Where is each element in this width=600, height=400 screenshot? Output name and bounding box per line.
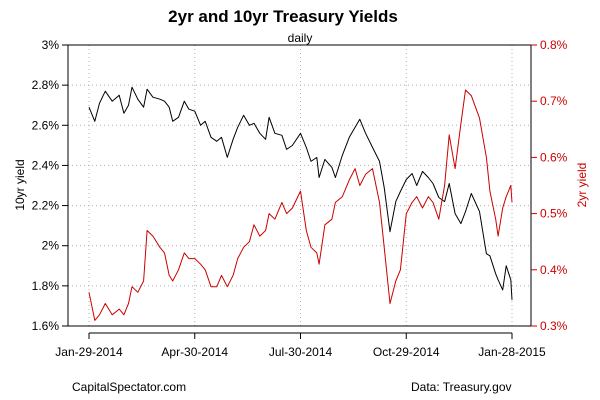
left-tick-label: 2.2% — [32, 199, 60, 213]
x-tick-label: Jan-28-2015 — [478, 345, 546, 359]
right-tick-label: 0.4% — [540, 263, 568, 277]
x-tick-label: Jul-30-2014 — [269, 345, 333, 359]
right-tick-label: 0.8% — [540, 38, 568, 52]
plot-frame — [67, 44, 532, 327]
series-lines — [88, 86, 513, 321]
right-tick-label: 0.5% — [540, 207, 568, 221]
grid — [68, 44, 531, 327]
right-tick-label: 0.6% — [540, 150, 568, 164]
series-10yr-line — [88, 86, 513, 300]
x-tick-label: Oct-29-2014 — [373, 345, 440, 359]
source-credit: CapitalSpectator.com — [72, 380, 187, 394]
left-tick-label: 3% — [42, 38, 60, 52]
right-tick-label: 0.7% — [540, 94, 568, 108]
axes: Jan-29-2014 Apr-30-2014 Jul-30-2014 Oct-29-… — [32, 38, 568, 359]
left-tick-label: 2.4% — [32, 158, 60, 172]
left-tick-label: 1.8% — [32, 279, 60, 293]
right-axis-label: 2yr yield — [575, 163, 589, 208]
x-tick-label: Apr-30-2014 — [161, 345, 228, 359]
data-source: Data: Treasury.gov — [411, 380, 512, 394]
left-tick-label: 2.6% — [32, 118, 60, 132]
series-2yr-line — [88, 89, 513, 321]
right-tick-label: 0.3% — [540, 319, 568, 333]
chart-subtitle: daily — [288, 31, 313, 45]
x-tick-label: Jan-29-2014 — [55, 345, 123, 359]
left-tick-label: 2% — [42, 239, 60, 253]
left-axis-label: 10yr yield — [13, 159, 27, 210]
left-tick-label: 1.6% — [32, 319, 60, 333]
left-tick-label: 2.8% — [32, 78, 60, 92]
chart-title: 2yr and 10yr Treasury Yields — [168, 7, 398, 26]
